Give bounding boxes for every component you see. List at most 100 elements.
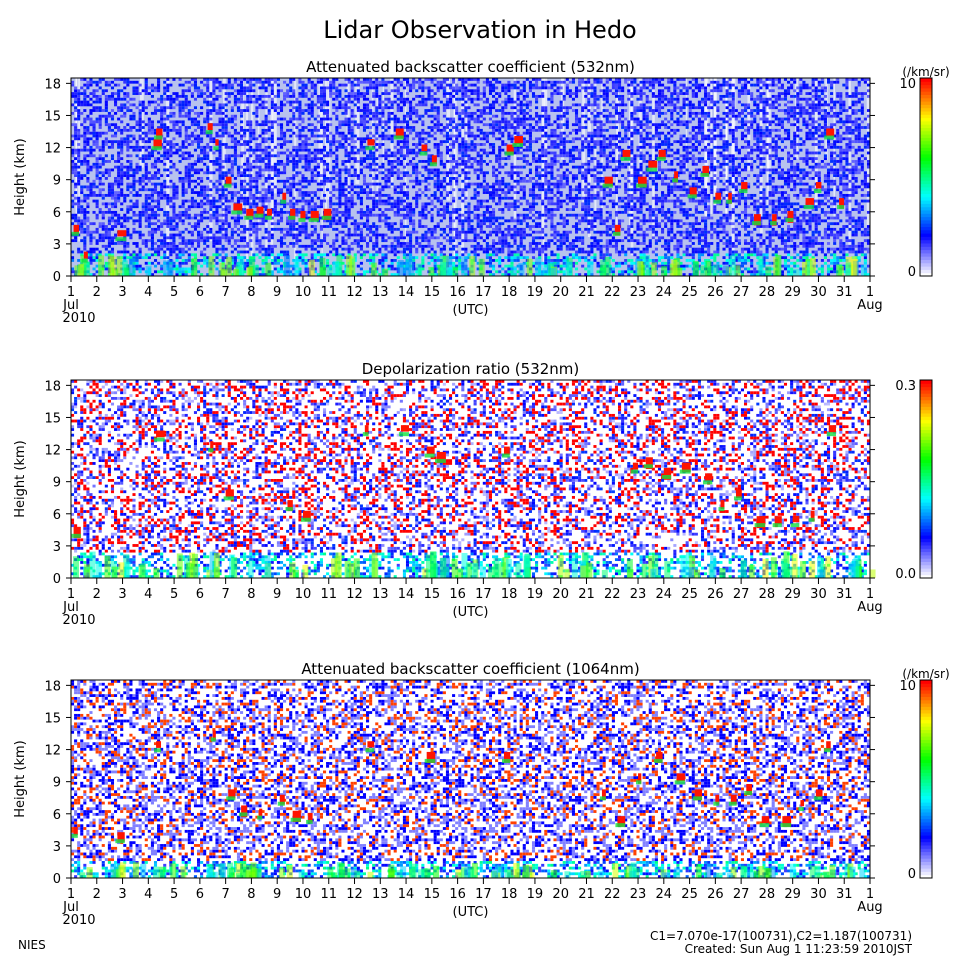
heatmap-cell — [136, 120, 139, 123]
heatmap-cell — [197, 126, 200, 129]
heatmap-cell — [348, 228, 351, 231]
heatmap-cell — [348, 152, 351, 155]
heatmap-cell — [191, 191, 194, 194]
heatmap-cell — [209, 217, 212, 220]
heatmap-cell — [163, 109, 166, 112]
heatmap-cell — [151, 101, 154, 104]
heatmap-cell — [108, 208, 111, 211]
heatmap-cell — [283, 242, 286, 245]
heatmap-cell — [93, 211, 96, 214]
heatmap-cell — [329, 251, 332, 254]
heatmap-cell — [295, 174, 298, 177]
heatmap-cell — [175, 228, 178, 231]
heatmap-cell — [117, 146, 120, 149]
heatmap-cell — [136, 149, 139, 152]
heatmap-cell — [83, 231, 86, 234]
heatmap-cell — [338, 89, 341, 92]
heatmap-cell — [357, 160, 360, 163]
heatmap-cell — [301, 126, 304, 129]
heatmap-cell — [197, 225, 200, 228]
heatmap-cell — [280, 101, 283, 104]
heatmap-cell — [86, 163, 89, 166]
heatmap-cell — [326, 154, 329, 157]
heatmap-cell — [252, 132, 255, 135]
heatmap-cell — [277, 106, 280, 109]
heatmap-cell — [179, 112, 182, 115]
heatmap-cell — [354, 234, 357, 237]
heatmap-cell — [191, 180, 194, 183]
heatmap-cell — [280, 236, 283, 239]
heatmap-cell — [206, 225, 209, 228]
heatmap-cell — [77, 202, 80, 205]
heatmap-cell — [188, 185, 191, 188]
heatmap-cell — [206, 231, 209, 234]
heatmap-cell — [191, 253, 194, 256]
heatmap-cell — [320, 160, 323, 163]
heatmap-cell — [222, 236, 225, 239]
heatmap-cell — [182, 185, 185, 188]
heatmap-cell — [142, 154, 145, 157]
heatmap-cell — [277, 270, 280, 273]
heatmap-cell — [341, 169, 344, 172]
heatmap-cell — [139, 112, 142, 115]
heatmap-cell — [209, 228, 212, 231]
heatmap-cell — [148, 262, 151, 265]
heatmap-cell — [360, 137, 363, 140]
heatmap-cell — [286, 129, 289, 132]
heatmap-cell — [277, 171, 280, 174]
heatmap-cell — [154, 160, 157, 163]
heatmap-cell — [83, 95, 86, 98]
heatmap-cell — [123, 143, 126, 146]
heatmap-cell — [142, 188, 145, 191]
heatmap-cell — [246, 163, 249, 166]
heatmap-cell — [86, 194, 89, 197]
heatmap-cell — [105, 234, 108, 237]
heatmap-cell — [194, 228, 197, 231]
heatmap-cell — [148, 140, 151, 143]
heatmap-cell — [126, 219, 129, 222]
heatmap-cell — [332, 166, 335, 169]
heatmap-cell — [99, 236, 102, 239]
heatmap-cell — [329, 92, 332, 95]
heatmap-cell — [74, 95, 77, 98]
heatmap-cell — [132, 177, 135, 180]
heatmap-cell — [145, 194, 148, 197]
heatmap-cell — [145, 208, 148, 211]
heatmap-cell — [215, 132, 218, 135]
heatmap-cell — [74, 106, 77, 109]
heatmap-cell — [308, 143, 311, 146]
heatmap-cell — [93, 194, 96, 197]
heatmap-cell — [283, 180, 286, 183]
heatmap-cell — [139, 219, 142, 222]
heatmap-cell — [169, 140, 172, 143]
heatmap-cell — [338, 177, 341, 180]
heatmap-cell — [225, 231, 228, 234]
heatmap-cell — [212, 101, 215, 104]
heatmap-cell — [335, 171, 338, 174]
heatmap-cell — [197, 123, 200, 126]
heatmap-cell — [295, 109, 298, 112]
heatmap-cell — [255, 95, 258, 98]
heatmap-cell — [219, 228, 222, 231]
heatmap-cell — [185, 115, 188, 118]
heatmap-cell — [148, 202, 151, 205]
heatmap-cell — [188, 222, 191, 225]
heatmap-cell — [277, 169, 280, 172]
heatmap-cell — [166, 132, 169, 135]
heatmap-cell — [289, 225, 292, 228]
heatmap-cell — [200, 200, 203, 203]
heatmap-cell — [237, 140, 240, 143]
heatmap-cell — [148, 248, 151, 251]
heatmap-cell — [200, 253, 203, 256]
heatmap-cell — [148, 253, 151, 256]
heatmap-cell — [139, 123, 142, 126]
heatmap-cell — [105, 169, 108, 172]
heatmap-cell — [274, 256, 277, 259]
heatmap-cell — [298, 103, 301, 106]
heatmap-cell — [311, 253, 314, 256]
heatmap-cell — [96, 120, 99, 123]
heatmap-cell — [188, 270, 191, 273]
heatmap-cell — [357, 234, 360, 237]
heatmap-cell — [132, 146, 135, 149]
heatmap-cell — [320, 205, 323, 208]
